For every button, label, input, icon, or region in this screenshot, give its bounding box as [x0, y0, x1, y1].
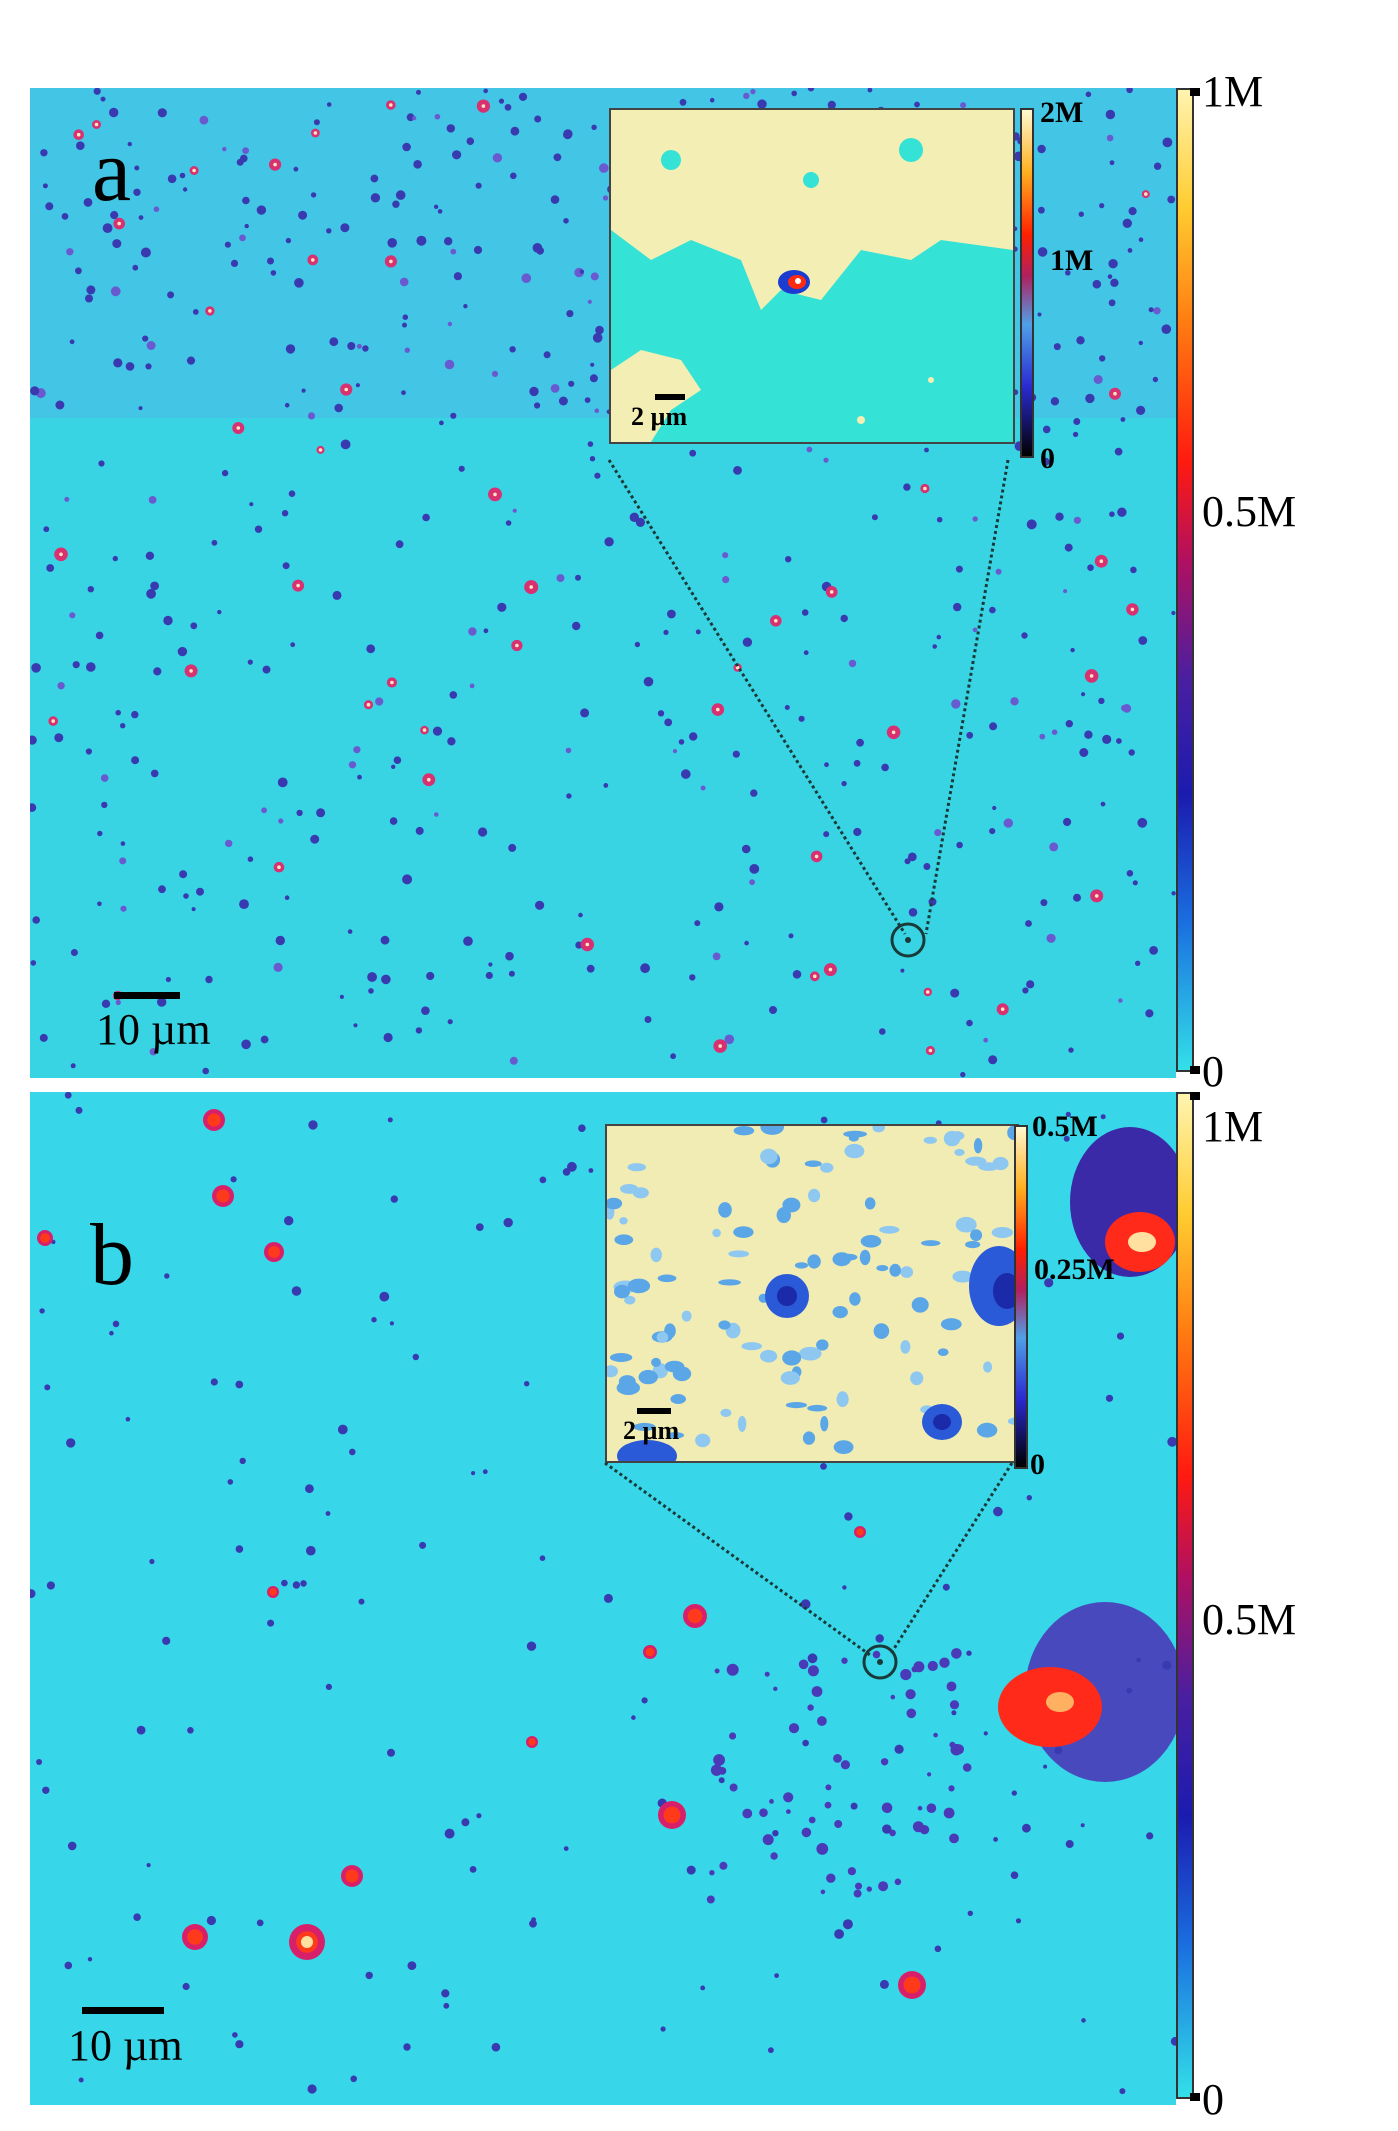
scale-bar-b: [82, 2007, 164, 2014]
inset-colorbar-a-min-label: 0: [1040, 442, 1055, 475]
inset-scale-label-b: 2 µm: [623, 1416, 680, 1445]
map-panel-b: b 10 µm 2 µm: [30, 1092, 1176, 2105]
inset-colorbar-b: [1014, 1125, 1028, 1469]
inset-colorbar-a-mid-label: 1M: [1050, 244, 1094, 277]
colorbar-b: [1176, 1092, 1194, 2099]
colorbar-a-max-label: 1M: [1202, 67, 1264, 116]
panel-letter-a: a: [92, 123, 132, 220]
colorbar-a-min-label: 0: [1202, 1047, 1224, 1096]
colorbar-b-min-label: 0: [1202, 2075, 1224, 2124]
colorbar-a-mid-label: 0.5M: [1202, 487, 1297, 536]
scale-bar-a: [114, 992, 180, 999]
inset-scale-bar-a: [655, 394, 685, 400]
colorbar-b-max-label: 1M: [1202, 1102, 1264, 1151]
scale-label-b: 10 µm: [68, 2021, 183, 2070]
inset-map-b: 2 µm: [605, 1124, 1019, 1463]
inset-scale-bar-b: [637, 1408, 671, 1414]
inset-colorbar-a: [1020, 108, 1034, 458]
panel-letter-b: b: [90, 1207, 134, 1304]
colorbar-b-top-tick: [1190, 1092, 1200, 1100]
inset-image-b: [607, 1126, 1017, 1461]
inset-map-a: 2 µm: [609, 108, 1015, 444]
map-panel-a: a 10 µm 2 µm: [30, 88, 1176, 1078]
inset-colorbar-a-max-label: 2M: [1040, 96, 1084, 129]
inset-colorbar-b-max-label: 0.5M: [1032, 1110, 1098, 1143]
inset-image-a: [611, 110, 1013, 442]
scale-label-a: 10 µm: [96, 1005, 211, 1054]
inset-scale-label-a: 2 µm: [631, 402, 688, 431]
colorbar-b-mid-label: 0.5M: [1202, 1595, 1297, 1644]
colorbar-a-bottom-tick: [1190, 1066, 1200, 1074]
inset-colorbar-b-min-label: 0: [1030, 1448, 1045, 1481]
colorbar-b-bottom-tick: [1190, 2093, 1200, 2101]
inset-colorbar-b-mid-label: 0.25M: [1034, 1253, 1115, 1286]
colorbar-a-top-tick: [1190, 88, 1200, 96]
colorbar-a: [1176, 88, 1194, 1072]
